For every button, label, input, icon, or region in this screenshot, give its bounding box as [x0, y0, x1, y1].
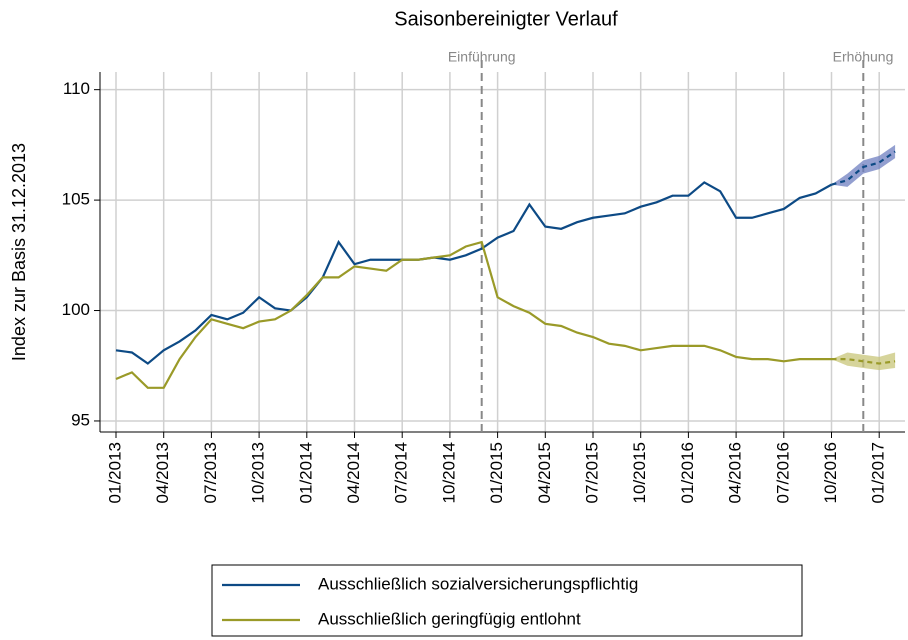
x-tick-label: 01/2016 — [678, 442, 697, 503]
y-tick-label: 110 — [63, 79, 90, 98]
chart-title: Saisonbereinigter Verlauf — [394, 8, 618, 30]
x-tick-label: 01/2015 — [487, 442, 506, 503]
y-tick-label: 105 — [62, 190, 90, 209]
x-tick-label: 01/2013 — [105, 442, 124, 503]
x-tick-label: 01/2017 — [869, 442, 888, 503]
x-tick-label: 10/2013 — [249, 442, 268, 503]
x-tick-label: 10/2014 — [439, 442, 458, 503]
series-line — [115, 240, 832, 389]
x-tick-label: 01/2014 — [296, 442, 315, 503]
event-label: Erhöhung — [833, 49, 894, 65]
x-tick-label: 07/2016 — [773, 442, 792, 503]
legend-box — [211, 564, 803, 637]
x-tick-label: 10/2015 — [630, 442, 649, 503]
x-tick-label: 04/2013 — [153, 442, 172, 503]
x-tick-label: 07/2015 — [582, 442, 601, 503]
forecast-line — [831, 358, 896, 365]
forecast-line — [831, 150, 896, 186]
y-tick-label: 95 — [71, 410, 90, 429]
y-tick-label: 100 — [62, 300, 90, 319]
legend-label: Ausschließlich sozialversicherungspflich… — [318, 574, 638, 593]
x-tick-label: 04/2014 — [344, 442, 363, 503]
x-tick-label: 04/2015 — [535, 442, 554, 503]
x-tick-label: 04/2016 — [726, 442, 745, 503]
series-line — [115, 181, 833, 365]
legend-label: Ausschließlich geringfügig entlohnt — [318, 609, 581, 628]
x-tick-label: 07/2014 — [392, 442, 411, 503]
event-label: Einführung — [448, 49, 516, 65]
x-tick-label: 07/2013 — [201, 442, 220, 503]
y-axis-label: Index zur Basis 31.12.2013 — [9, 143, 29, 361]
x-tick-label: 10/2016 — [821, 442, 840, 503]
